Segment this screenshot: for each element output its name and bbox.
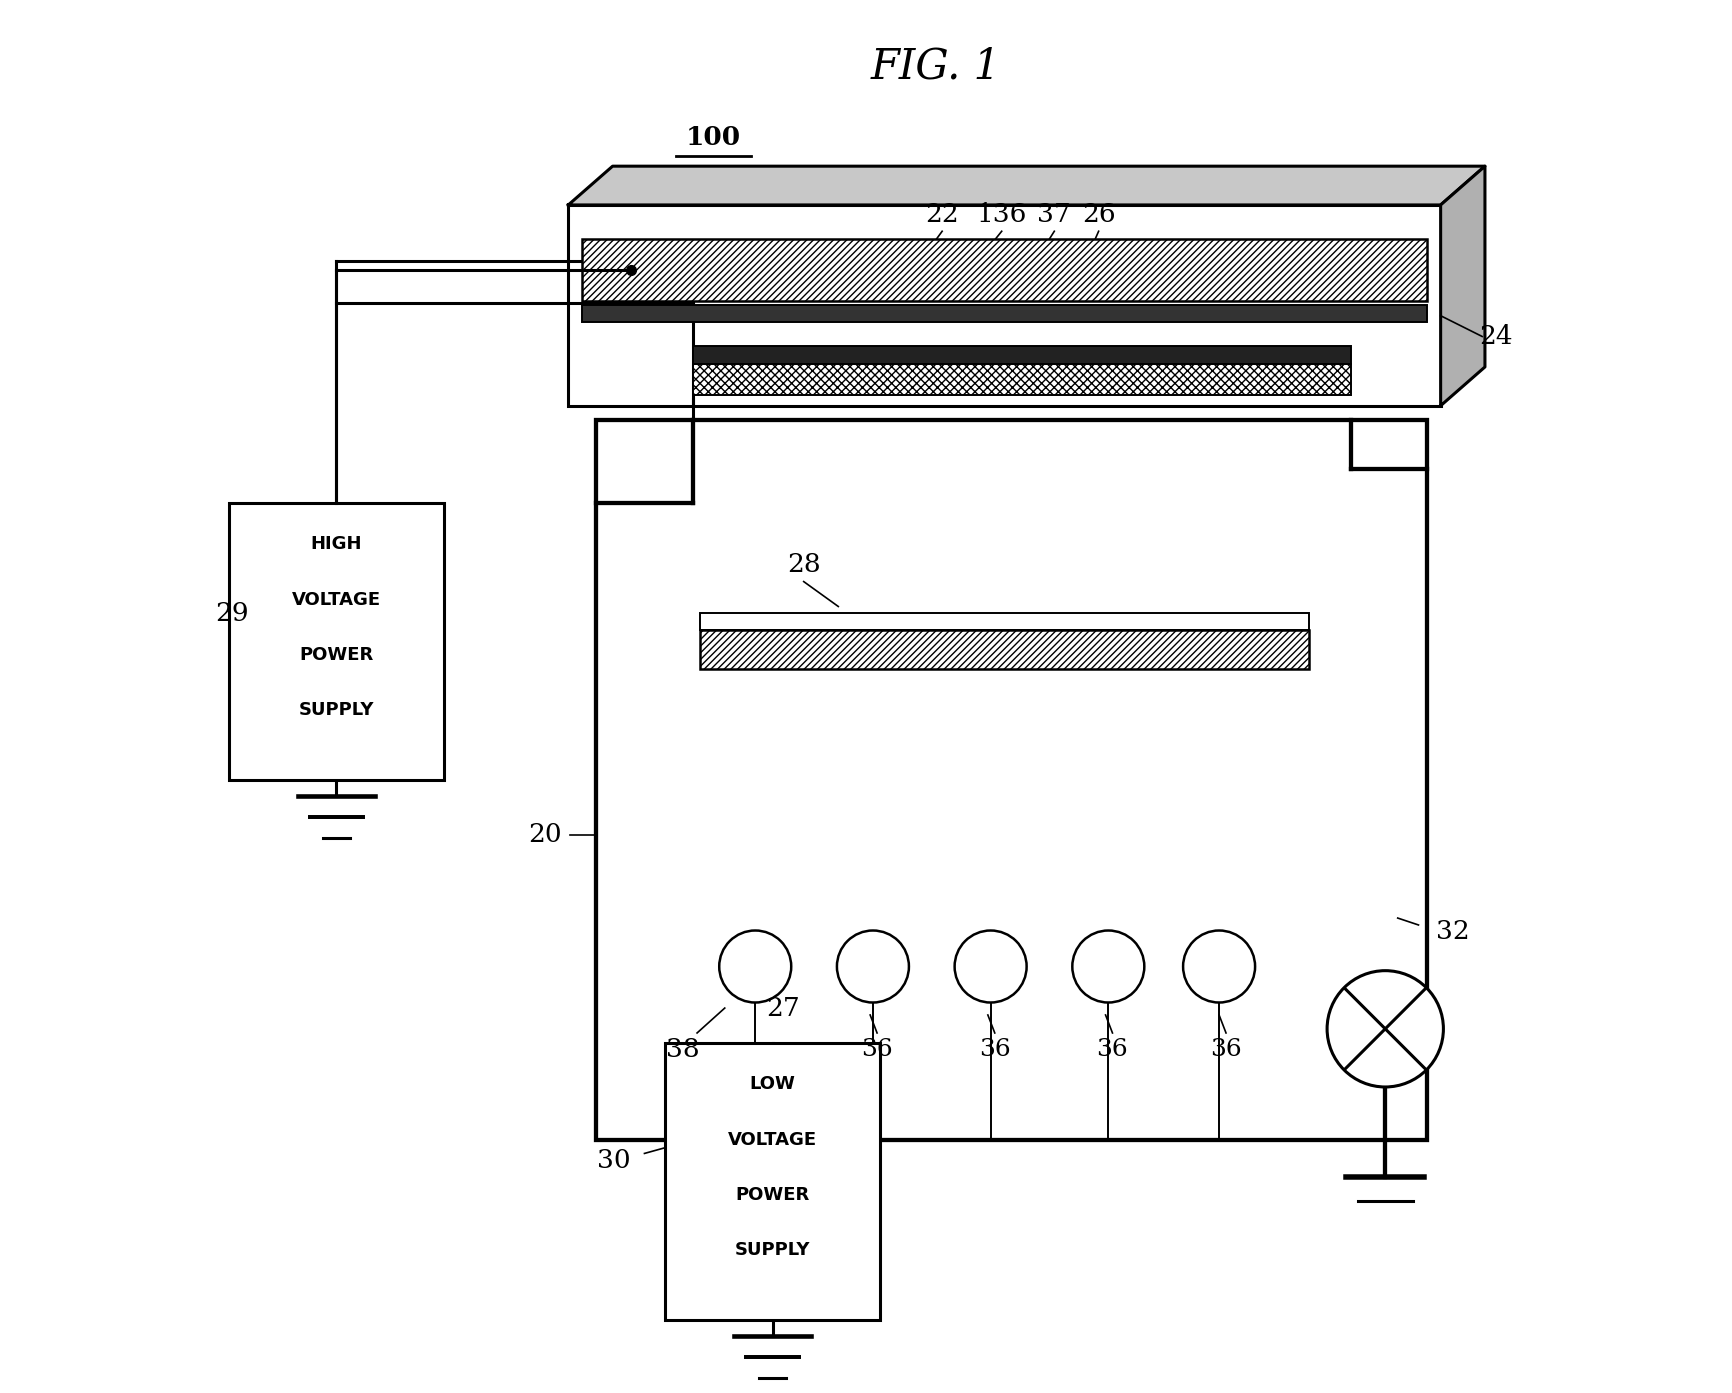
Text: 36: 36	[979, 1038, 1011, 1061]
Text: 32: 32	[1436, 919, 1470, 944]
Text: SUPPLY: SUPPLY	[734, 1241, 811, 1259]
Circle shape	[954, 931, 1027, 1003]
Polygon shape	[568, 166, 1484, 205]
Text: 30: 30	[598, 1148, 630, 1173]
Bar	[693, 364, 1351, 394]
Text: FIG. 1: FIG. 1	[869, 46, 1001, 88]
Circle shape	[719, 931, 792, 1003]
Text: 27: 27	[766, 996, 800, 1021]
Circle shape	[1183, 931, 1256, 1003]
Bar	[700, 613, 1309, 630]
Text: 136: 136	[977, 202, 1027, 227]
Text: POWER: POWER	[736, 1185, 809, 1204]
Text: 20: 20	[528, 822, 561, 847]
Circle shape	[1327, 971, 1443, 1087]
Text: 37: 37	[1037, 202, 1070, 227]
Text: VOLTAGE: VOLTAGE	[291, 591, 381, 609]
Bar	[596, 419, 1427, 1139]
Bar	[229, 503, 443, 780]
Text: 24: 24	[1479, 325, 1512, 350]
Bar	[665, 1043, 880, 1319]
Text: 26: 26	[1082, 202, 1115, 227]
Text: 36: 36	[1096, 1038, 1128, 1061]
Bar	[693, 347, 1351, 364]
Bar	[568, 205, 1441, 405]
Text: HIGH: HIGH	[310, 535, 362, 553]
Text: 28: 28	[786, 553, 821, 578]
Text: 36: 36	[1211, 1038, 1242, 1061]
Circle shape	[1072, 931, 1145, 1003]
Text: SUPPLY: SUPPLY	[298, 701, 374, 719]
Polygon shape	[1441, 166, 1484, 405]
Text: 29: 29	[215, 600, 249, 625]
Text: 100: 100	[686, 124, 741, 149]
Text: 36: 36	[861, 1038, 894, 1061]
Text: VOLTAGE: VOLTAGE	[727, 1131, 818, 1149]
Text: LOW: LOW	[750, 1075, 795, 1094]
Circle shape	[837, 931, 909, 1003]
Bar	[582, 305, 1427, 322]
Text: 22: 22	[925, 202, 960, 227]
Bar	[700, 630, 1309, 669]
Text: POWER: POWER	[300, 646, 374, 664]
Text: 38: 38	[667, 1038, 700, 1061]
Bar	[582, 240, 1427, 301]
